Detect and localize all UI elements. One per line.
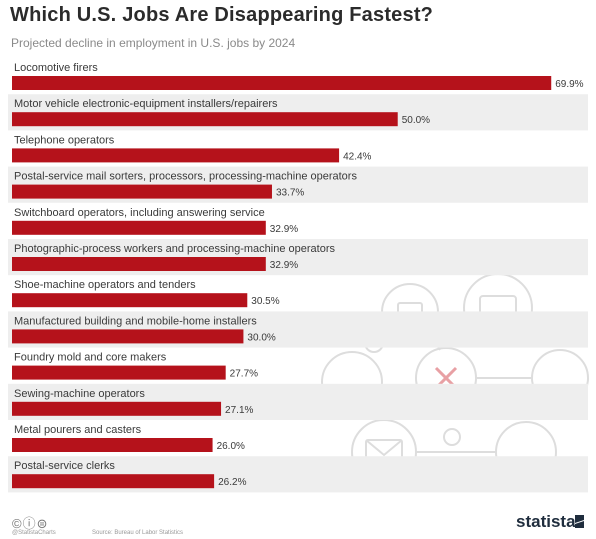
category-label: Locomotive firers [14,62,98,74]
bar [12,293,248,308]
category-label: Switchboard operators, including answeri… [14,207,265,219]
category-label: Shoe-machine operators and tenders [14,279,196,291]
value-label: 30.5% [251,296,279,307]
category-label: Postal-service mail sorters, processors,… [14,171,357,183]
license-icons: ©ⓘ⊜ [12,516,49,531]
bar [12,112,398,127]
category-label: Postal-service clerks [14,460,115,472]
category-label: Photographic-process workers and process… [14,243,335,255]
category-label: Metal pourers and casters [14,424,142,436]
bar [12,76,552,90]
value-label: 32.9% [270,224,298,235]
value-label: 26.2% [218,477,246,488]
page-title: Which U.S. Jobs Are Disappearing Fastest… [10,4,434,26]
bar [12,184,272,199]
category-label: Sewing-machine operators [14,388,145,400]
bar [12,220,266,235]
bar [12,257,266,271]
statista-logo: statista [516,512,576,531]
bar [12,401,222,416]
bar [12,148,340,163]
category-label: Motor vehicle electronic-equipment insta… [14,98,278,110]
value-label: 27.1% [225,405,253,416]
bar [12,438,213,452]
value-label: 32.9% [270,260,298,271]
value-label: 30.0% [247,332,275,343]
footer-handle: @StatistaCharts [12,530,56,536]
connector-dot [443,428,461,446]
footer-source: Source: Bureau of Labor Statistics [92,530,184,536]
value-label: 26.0% [217,441,245,452]
bar [12,474,215,489]
value-label: 33.7% [276,188,304,199]
category-label: Telephone operators [14,134,115,146]
bar [12,329,244,344]
statista-logo-mark [575,515,584,528]
value-label: 69.9% [555,79,583,90]
bar [12,365,226,380]
value-label: 42.4% [343,151,371,162]
value-label: 50.0% [402,115,430,126]
category-label: Foundry mold and core makers [14,352,167,364]
category-label: Manufactured building and mobile-home in… [14,315,257,327]
value-label: 27.7% [230,369,258,380]
page-subtitle: Projected decline in employment in U.S. … [11,36,296,50]
